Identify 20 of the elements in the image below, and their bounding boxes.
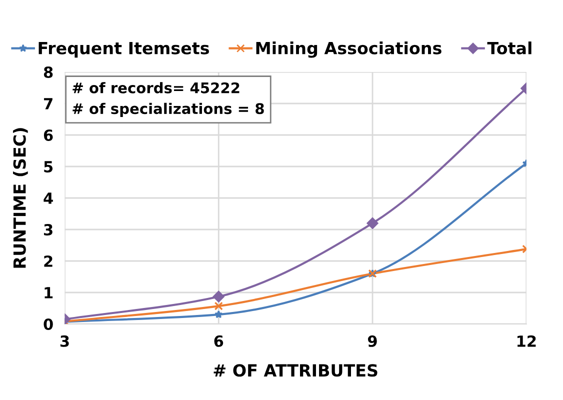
y-tick-label: 2 bbox=[44, 255, 52, 267]
legend-label: Frequent Itemsets bbox=[38, 42, 209, 58]
x-tick-label: 3 bbox=[60, 335, 69, 347]
y-tick-label: 0 bbox=[44, 318, 53, 330]
legend-label: Mining Associations bbox=[256, 42, 442, 58]
x-tick-label: 9 bbox=[368, 335, 377, 347]
y-tick-label: 8 bbox=[44, 66, 53, 78]
y-tick-label: 3 bbox=[44, 224, 52, 236]
y-tick-label: 6 bbox=[44, 129, 53, 142]
y-tick-label: 4 bbox=[44, 192, 53, 204]
x-tick-label: 6 bbox=[214, 335, 224, 347]
annotation: # of records= 45222 bbox=[72, 82, 240, 94]
y-tick-label: 7 bbox=[44, 98, 52, 110]
x-tick-label: 12 bbox=[518, 335, 536, 347]
legend-label: Total bbox=[487, 42, 532, 54]
y-tick-label: 5 bbox=[44, 161, 53, 173]
x-axis-title: # OF ATTRIBUTES bbox=[214, 364, 378, 377]
y-axis-title: RUNTIME (SEC) bbox=[13, 128, 28, 268]
y-tick-label: 1 bbox=[44, 287, 53, 298]
annotation: # of specializations = 8 bbox=[72, 102, 264, 117]
